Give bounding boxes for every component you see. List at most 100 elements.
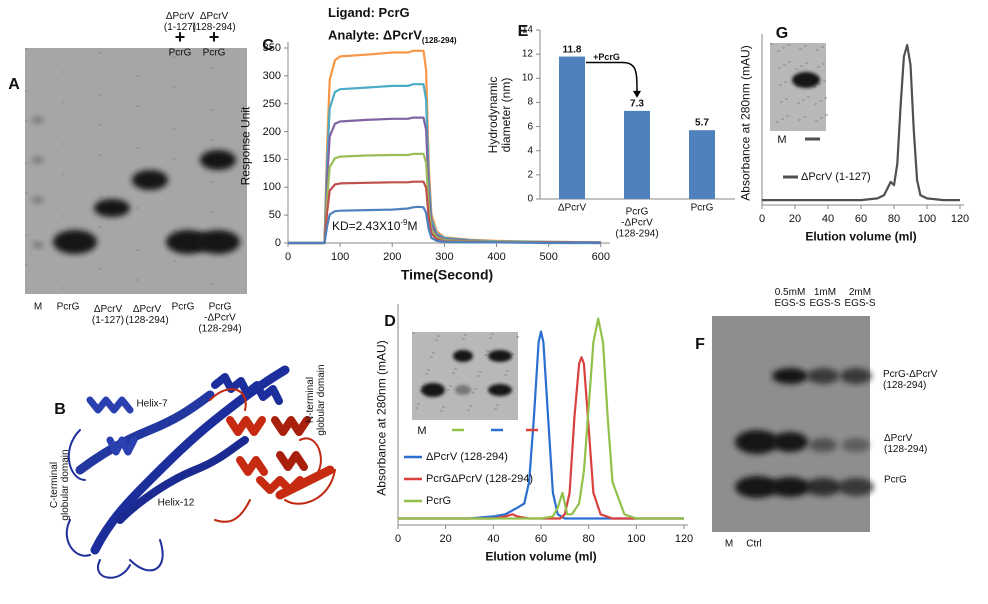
gel-texture	[504, 374, 507, 376]
y-tick-label: 4	[527, 145, 533, 157]
value-label: 11.8	[562, 44, 582, 56]
gel-texture	[840, 520, 843, 522]
gel-band	[809, 438, 837, 452]
y-tick-label: 100	[262, 181, 281, 194]
gel	[712, 316, 870, 532]
annotation: +PcrG	[593, 51, 620, 62]
gel-texture	[803, 116, 806, 118]
gel-band	[488, 384, 512, 396]
gel-texture	[773, 455, 776, 457]
gel-texture	[810, 508, 813, 510]
gel-texture	[62, 173, 65, 175]
gel-texture	[467, 409, 470, 411]
lane-label: M	[33, 301, 43, 313]
panel-letter: A	[8, 76, 20, 94]
gel-texture	[99, 268, 102, 270]
gel-texture	[824, 97, 827, 99]
gel-texture	[793, 463, 796, 465]
gel-texture	[432, 352, 435, 354]
text-part: M	[407, 218, 418, 233]
gel-band	[805, 478, 841, 496]
gel-texture	[786, 115, 789, 117]
lane-label: ΔPcrV (128-294)	[125, 304, 169, 326]
x-tick-label: 20	[439, 532, 452, 545]
annotation-arrow	[586, 61, 638, 93]
gel-texture	[770, 43, 773, 45]
gel-texture	[99, 52, 102, 54]
y-tick-label: 14	[521, 24, 533, 36]
gel-texture	[477, 375, 480, 377]
gel-texture	[766, 414, 769, 416]
x-tick-label: 80	[582, 532, 595, 545]
gel-texture	[99, 94, 102, 96]
gel-texture	[99, 124, 102, 126]
gel-texture	[820, 512, 823, 514]
structure-label: C-terminal globular domain	[49, 449, 71, 521]
y-axis-label: Absorbance at 280nm (mAU)	[374, 339, 389, 496]
chart-title: Ligand: PcrG	[328, 4, 410, 20]
x-tick-label: 40	[487, 532, 500, 545]
gel-band	[842, 438, 870, 452]
gel-texture	[449, 385, 452, 387]
x-axis-label: Time(Second)	[400, 266, 494, 283]
y-axis-label: Hydrodynamic diameter (nm)	[485, 76, 513, 153]
gel-texture	[440, 410, 443, 412]
y-axis-label: Absorbance at 280nm (mAU)	[738, 44, 753, 201]
gel-texture	[173, 158, 176, 160]
gel-texture	[454, 368, 457, 370]
lane-label: M	[724, 538, 734, 550]
gel-band	[94, 199, 130, 217]
y-tick-label: 0	[274, 236, 281, 249]
gel-texture	[25, 234, 28, 236]
bar	[559, 56, 585, 199]
x-tick-label: 100	[627, 532, 646, 545]
lane-label: ΔPcrV (1-127)	[91, 304, 125, 326]
y-tick-label: 10	[521, 72, 533, 84]
panel-letter: C	[262, 37, 274, 55]
gel-texture	[795, 68, 798, 70]
band-label: ΔPcrV (128-294)	[884, 433, 928, 455]
gel-texture	[804, 45, 807, 47]
gel-texture	[210, 211, 213, 213]
gel-texture	[830, 516, 833, 518]
gel-band	[33, 117, 43, 123]
gel-texture	[780, 496, 783, 498]
y-axis-label: Response Unit	[238, 106, 253, 185]
x-tick-label: 100	[330, 250, 350, 263]
gel-texture	[779, 84, 782, 86]
gel-texture	[442, 406, 445, 408]
gel-texture	[746, 406, 749, 408]
text-part: (128-294)	[421, 35, 457, 45]
gel-texture	[173, 56, 176, 58]
gel-texture	[867, 353, 870, 355]
gel-texture	[790, 500, 793, 502]
arrow-head	[633, 90, 641, 98]
gel-texture	[807, 96, 810, 98]
gel-texture	[776, 121, 779, 123]
structure-label: Helix-12	[157, 497, 195, 509]
gel-texture	[712, 316, 715, 318]
gel-texture	[857, 349, 860, 351]
gel-texture	[479, 371, 482, 373]
gel-band	[807, 368, 839, 384]
y-tick-label: 50	[268, 209, 281, 222]
gel-texture	[821, 46, 824, 48]
y-tick-label: 12	[521, 48, 533, 60]
y-tick-label: 200	[262, 125, 281, 138]
blue-coil	[86, 396, 138, 456]
gel-texture	[749, 369, 752, 371]
top-label: PcrG	[168, 47, 192, 59]
text-part: -9	[400, 217, 408, 227]
gel-texture	[210, 283, 213, 285]
panel-letter: B	[54, 401, 66, 419]
gel-texture	[805, 62, 808, 64]
red-helix	[226, 416, 304, 494]
gel-band	[772, 368, 808, 384]
gel-texture	[850, 524, 853, 526]
gel-texture	[776, 418, 779, 420]
gel-texture	[469, 405, 472, 407]
gel-texture	[825, 114, 828, 116]
gel-band	[33, 157, 43, 163]
gel-texture	[210, 109, 213, 111]
